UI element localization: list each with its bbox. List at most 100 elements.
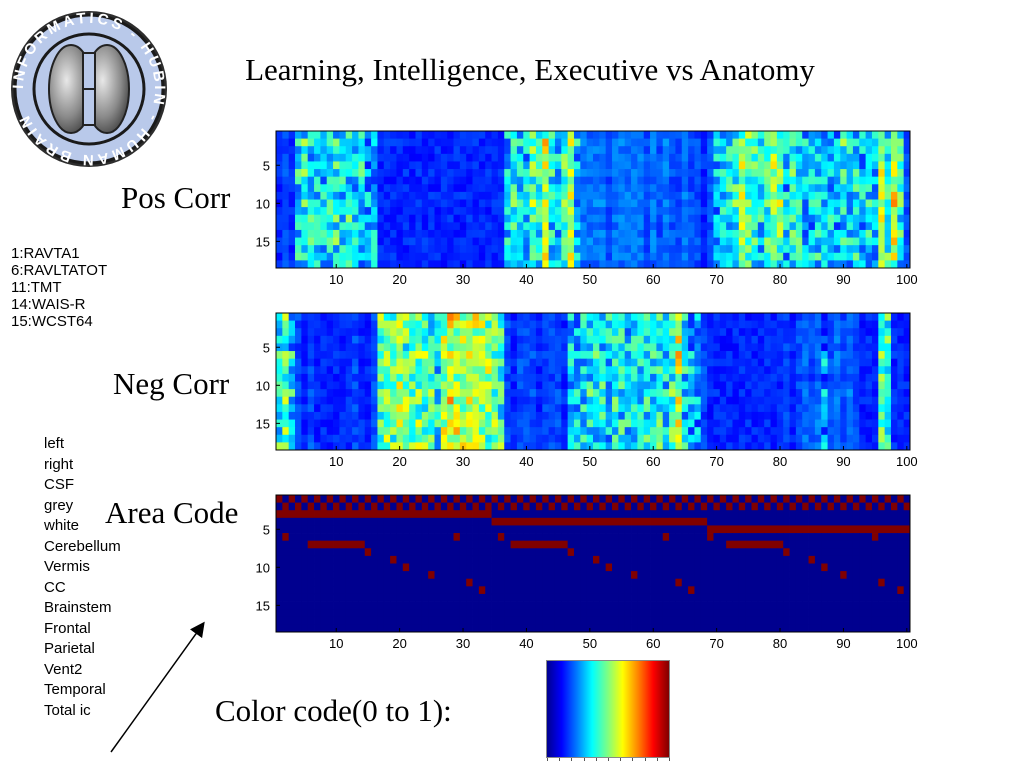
heatmap-cell [459, 586, 467, 595]
heatmap-cell [738, 411, 746, 420]
heatmap-cell [491, 548, 499, 557]
heatmap-cell [745, 525, 752, 534]
heatmap-cell [478, 207, 486, 216]
heatmap-cell [903, 199, 911, 208]
heatmap-cell [554, 373, 562, 382]
heatmap-cell [865, 169, 873, 178]
heatmap-cell [529, 563, 537, 572]
heatmap-cell [307, 176, 315, 185]
heatmap-cell [789, 571, 797, 580]
heatmap-cell [764, 176, 771, 185]
heatmap-cell [459, 207, 467, 216]
heatmap-cell [751, 320, 759, 329]
heatmap-cell [510, 207, 518, 216]
heatmap-cell [681, 146, 689, 155]
heatmap-cell [326, 313, 334, 322]
heatmap-cell [593, 540, 600, 549]
heatmap-cell [840, 517, 847, 526]
heatmap-cell [878, 176, 886, 185]
heatmap-cell [320, 229, 328, 238]
heatmap-cell [624, 510, 632, 519]
heatmap-cell [675, 191, 683, 200]
heatmap-cell [878, 540, 886, 549]
heatmap-cell [548, 510, 556, 519]
heatmap-cell [859, 320, 867, 329]
heatmap-cell [459, 540, 467, 549]
heatmap-cell [859, 510, 867, 519]
heatmap-cell [421, 320, 429, 329]
heatmap-cell [371, 548, 378, 557]
heatmap-cell [554, 389, 562, 398]
heatmap-cell [396, 358, 404, 367]
heatmap-cell [440, 184, 448, 193]
heatmap-cell [593, 351, 600, 360]
heatmap-cell [326, 161, 334, 170]
heatmap-cell [421, 571, 429, 580]
heatmap-cell [890, 366, 898, 375]
heatmap-cell [345, 404, 353, 413]
heatmap-cell [535, 396, 543, 405]
heatmap-cell [542, 260, 550, 269]
heatmap-cell [497, 343, 505, 352]
heatmap-cell [852, 434, 860, 443]
heatmap-cell [612, 563, 619, 572]
heatmap-cell [884, 540, 892, 549]
heatmap-cell [669, 229, 676, 238]
heatmap-cell [719, 176, 727, 185]
heatmap-cell [643, 510, 651, 519]
heatmap-cell [795, 169, 803, 178]
heatmap-cell [846, 328, 854, 337]
heatmap-cell [643, 335, 651, 344]
heatmap-cell [523, 495, 530, 504]
heatmap-cell [434, 586, 442, 595]
heatmap-cell [320, 495, 328, 504]
heatmap-cell [529, 207, 537, 216]
heatmap-cell [852, 313, 860, 322]
heatmap-cell [396, 161, 404, 170]
heatmap-cell [599, 495, 607, 504]
heatmap-cell [434, 199, 442, 208]
heatmap-cell [554, 434, 562, 443]
heatmap-cell [282, 540, 290, 549]
heatmap-cell [802, 404, 809, 413]
heatmap-cell [827, 229, 835, 238]
heatmap-cell [504, 540, 511, 549]
heatmap-cell [307, 593, 315, 602]
heatmap-cell [719, 343, 727, 352]
heatmap-cell [472, 335, 480, 344]
heatmap-cell [580, 502, 588, 511]
heatmap-cell [573, 328, 581, 337]
heatmap-cell [497, 411, 505, 420]
heatmap-cell [326, 502, 334, 511]
heatmap-cell [808, 184, 816, 193]
heatmap-cell [605, 351, 613, 360]
heatmap-cell [662, 578, 670, 587]
heatmap-cell [890, 510, 898, 519]
heatmap-cell [618, 381, 626, 390]
heatmap-cell [472, 563, 480, 572]
heatmap-cell [707, 510, 714, 519]
heatmap-cell [903, 320, 911, 329]
heatmap-cell [903, 237, 911, 246]
heatmap-cell [890, 313, 898, 322]
heatmap-cell [497, 419, 505, 428]
heatmap-cell [688, 199, 695, 208]
heatmap-cell [897, 525, 905, 534]
heatmap-cell [859, 351, 867, 360]
heatmap-cell [878, 138, 886, 147]
heatmap-cell [415, 351, 423, 360]
heatmap-cell [542, 131, 550, 140]
heatmap-cell [593, 389, 600, 398]
heatmap-cell [802, 381, 809, 390]
heatmap-cell [390, 245, 397, 254]
heatmap-cell [529, 517, 537, 526]
heatmap-cell [548, 245, 556, 254]
heatmap-cell [523, 540, 530, 549]
heatmap-cell [415, 328, 423, 337]
heatmap-cell [542, 586, 550, 595]
heatmap-cell [662, 548, 670, 557]
heatmap-cell [726, 396, 733, 405]
heatmap-cell [776, 404, 784, 413]
heatmap-cell [631, 320, 638, 329]
heatmap-cell [846, 525, 854, 534]
